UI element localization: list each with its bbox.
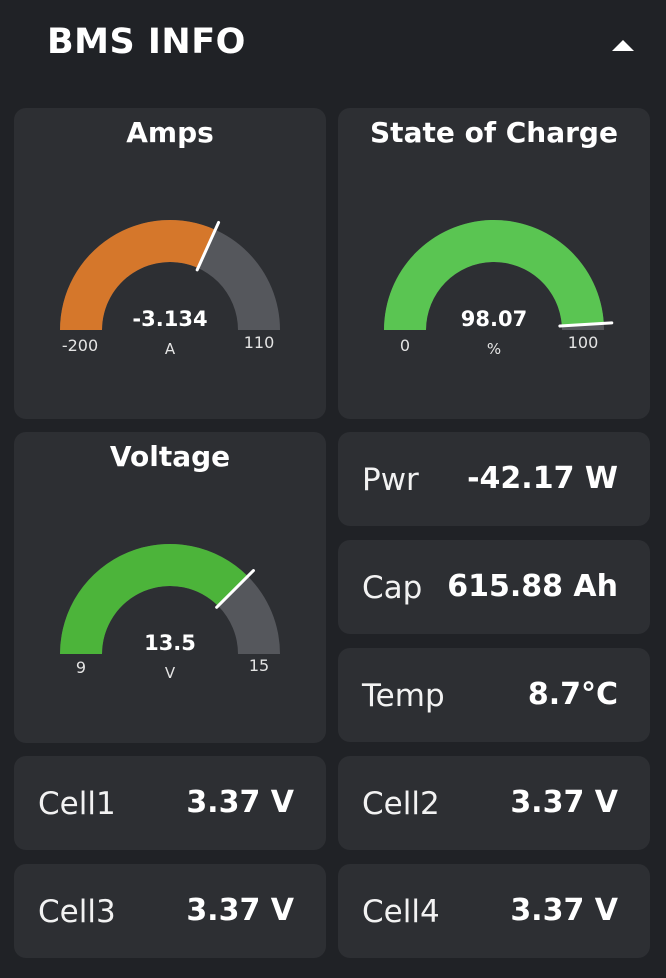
- amps-gauge-needle: [195, 220, 221, 272]
- voltage-title: Voltage: [109, 440, 231, 473]
- amps-value: -3.134: [132, 307, 208, 331]
- soc-unit: %: [486, 340, 502, 358]
- amps-title: Amps: [126, 116, 214, 149]
- collapse-button[interactable]: [606, 34, 640, 58]
- soc-value: 98.07: [460, 307, 528, 331]
- cell-label: Cell4: [362, 894, 440, 930]
- chevron-up-icon: [612, 40, 634, 51]
- section-title: BMS INFO: [47, 22, 246, 62]
- cell-value: 3.37 V: [186, 893, 294, 928]
- amps-gauge-fill: [60, 220, 216, 330]
- voltage-card: Voltage 13.5 V 9 15: [14, 432, 326, 743]
- soc-gauge: [384, 220, 614, 330]
- bms-info-header[interactable]: BMS INFO: [0, 0, 666, 90]
- soc-title: State of Charge: [370, 116, 618, 149]
- cell-row: Cell3 3.37 V: [14, 864, 326, 958]
- amps-min-label: -200: [61, 336, 99, 355]
- amps-max-label: 110: [243, 333, 275, 352]
- voltage-gauge-fill: [60, 544, 248, 654]
- temp-value: 8.7°C: [527, 677, 618, 712]
- voltage-gauge-needle: [215, 569, 255, 609]
- voltage-value: 13.5: [144, 631, 196, 655]
- amps-card: Amps -3.134 A -200 110: [14, 108, 326, 419]
- voltage-gauge: [60, 544, 280, 654]
- cell-label: Cell2: [362, 786, 440, 822]
- amps-gauge: [60, 220, 280, 330]
- cell-label: Cell1: [38, 786, 116, 822]
- voltage-max-label: 15: [248, 656, 270, 675]
- power-row: Pwr -42.17 W: [338, 432, 650, 526]
- capacity-value: 615.88 Ah: [447, 569, 618, 604]
- temp-label: Temp: [362, 678, 445, 714]
- cell-value: 3.37 V: [510, 893, 618, 928]
- cell-row: Cell2 3.37 V: [338, 756, 650, 850]
- cell-row: Cell4 3.37 V: [338, 864, 650, 958]
- soc-gauge-needle: [558, 321, 614, 328]
- power-label: Pwr: [362, 462, 419, 498]
- cell-label: Cell3: [38, 894, 116, 930]
- cell-value: 3.37 V: [186, 785, 294, 820]
- amps-unit: A: [164, 340, 176, 358]
- soc-gauge-fill: [384, 220, 604, 330]
- voltage-min-label: 9: [75, 658, 87, 677]
- temp-row: Temp 8.7°C: [338, 648, 650, 742]
- soc-max-label: 100: [567, 333, 599, 352]
- cell-row: Cell1 3.37 V: [14, 756, 326, 850]
- voltage-unit: V: [164, 664, 176, 682]
- soc-min-label: 0: [399, 336, 411, 355]
- cell-value: 3.37 V: [510, 785, 618, 820]
- power-value: -42.17 W: [467, 461, 618, 496]
- soc-card: State of Charge 98.07 % 0 100: [338, 108, 650, 419]
- capacity-label: Cap: [362, 570, 423, 606]
- capacity-row: Cap 615.88 Ah: [338, 540, 650, 634]
